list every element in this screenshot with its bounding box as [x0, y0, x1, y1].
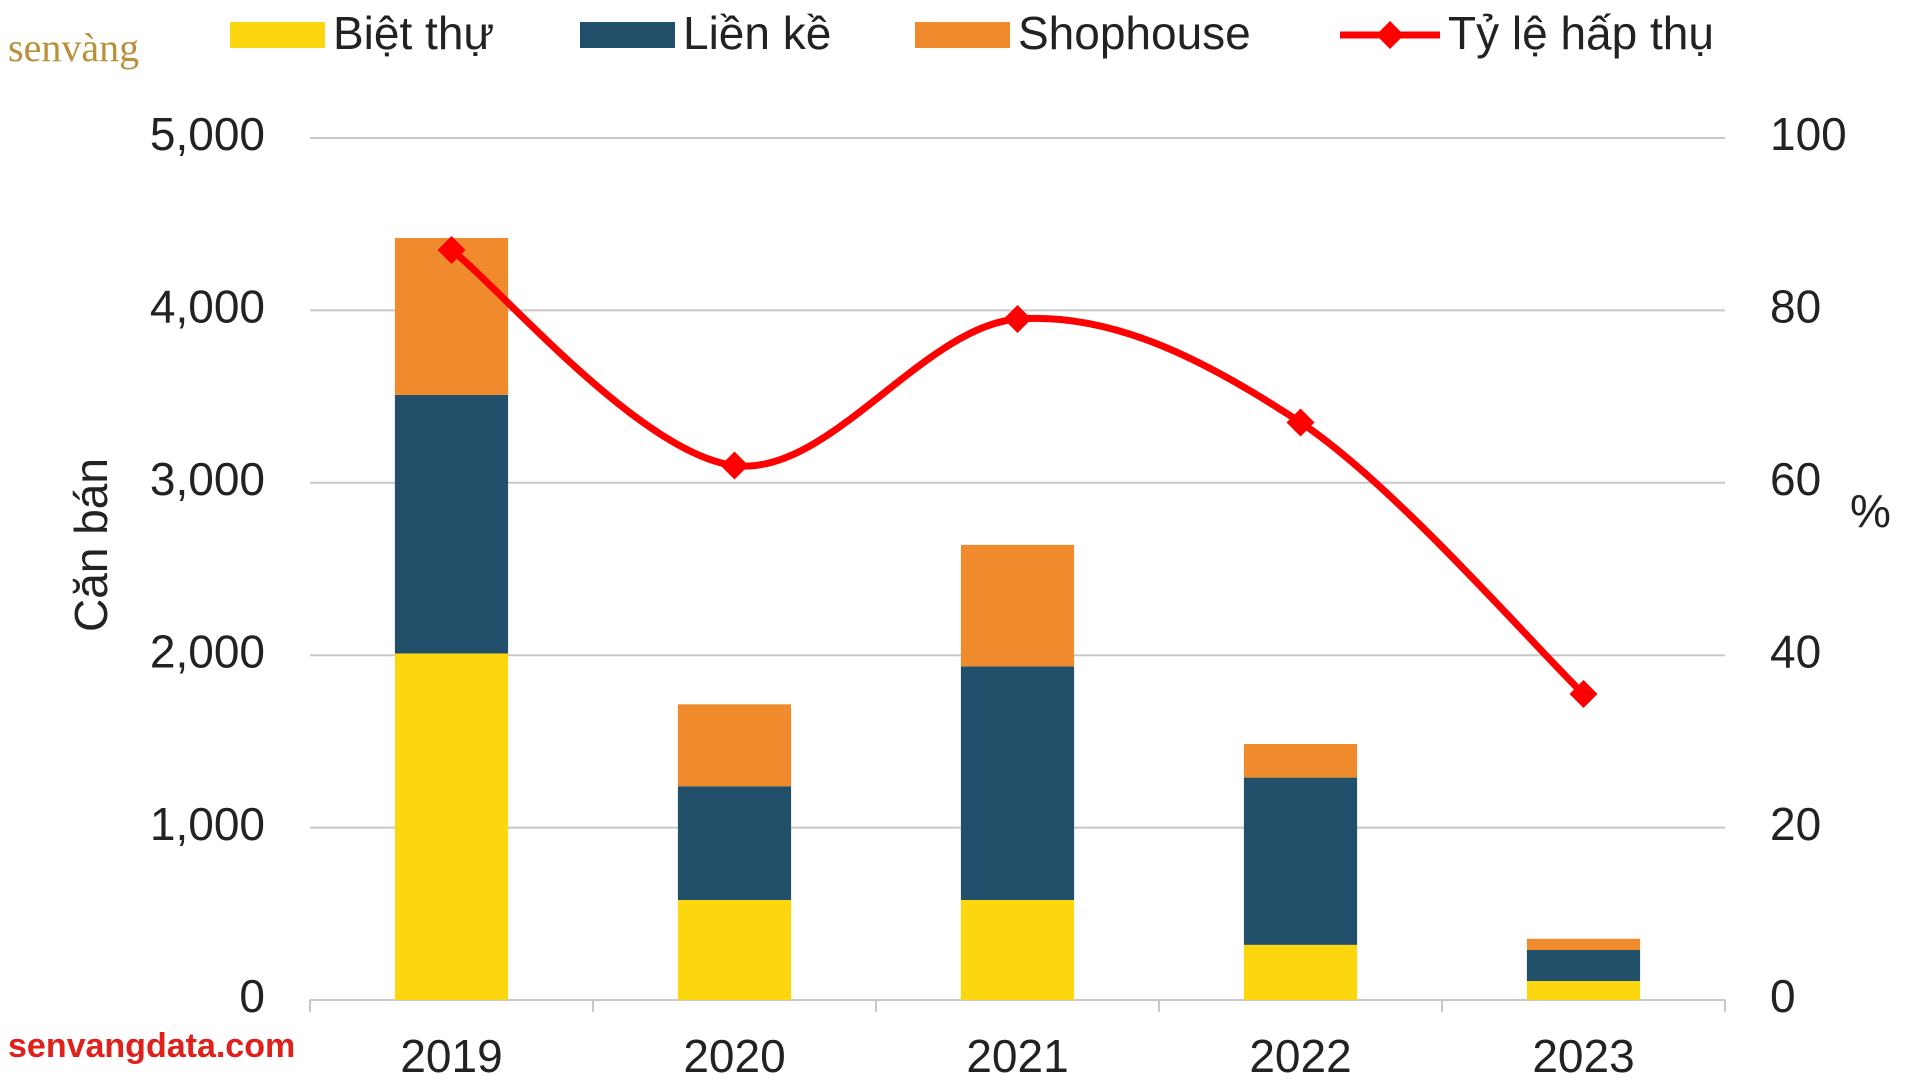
line-marker — [437, 236, 466, 265]
y-tick-label: 5,000 — [150, 108, 265, 160]
y-tick-label: 3,000 — [150, 453, 265, 505]
legend-label: Biệt thự — [333, 7, 494, 59]
legend-label: Shophouse — [1018, 7, 1251, 59]
bar — [677, 704, 792, 787]
line-marker — [720, 451, 749, 480]
y2-tick-label: 100 — [1770, 108, 1847, 160]
y2-tick-label: 20 — [1770, 798, 1821, 850]
site-text: senvangdata.com — [8, 1027, 295, 1065]
legend-swatch — [580, 22, 675, 48]
bar — [1243, 777, 1358, 945]
y-tick-label: 0 — [239, 970, 265, 1022]
y2-tick-label: 40 — [1770, 625, 1821, 677]
bar — [960, 900, 1075, 1000]
y2-tick-label: 60 — [1770, 453, 1821, 505]
bar — [394, 653, 509, 1000]
x-tick-label: 2021 — [966, 1030, 1068, 1080]
x-tick-label: 2022 — [1249, 1030, 1351, 1080]
line-marker — [1569, 679, 1598, 708]
x-tick-label: 2019 — [400, 1030, 502, 1080]
bar — [1526, 938, 1641, 951]
y2-tick-label: 80 — [1770, 281, 1821, 333]
bar — [394, 237, 509, 395]
line-marker — [1003, 305, 1032, 334]
bar — [1526, 950, 1641, 982]
bar — [394, 394, 509, 654]
y2-axis-label: % — [1850, 485, 1891, 537]
bar — [1526, 981, 1641, 1000]
legend-marker — [1376, 21, 1404, 49]
y-tick-label: 1,000 — [150, 798, 265, 850]
y2-tick-label: 0 — [1770, 970, 1796, 1022]
logo-text: senvàng — [8, 25, 139, 70]
bar — [1243, 743, 1358, 778]
x-tick-label: 2023 — [1532, 1030, 1634, 1080]
legend-swatch — [915, 22, 1010, 48]
y-tick-label: 4,000 — [150, 281, 265, 333]
y-tick-label: 2,000 — [150, 625, 265, 677]
bar — [960, 666, 1075, 901]
legend-label: Liền kề — [683, 7, 831, 59]
x-tick-label: 2020 — [683, 1030, 785, 1080]
bar — [1243, 944, 1358, 1000]
bar — [677, 900, 792, 1000]
legend-swatch — [230, 22, 325, 48]
bar — [677, 786, 792, 901]
line-marker — [1286, 408, 1315, 437]
y-axis-label: Căn bán — [65, 458, 117, 632]
legend-label: Tỷ lệ hấp thụ — [1448, 7, 1714, 59]
bar — [960, 544, 1075, 667]
